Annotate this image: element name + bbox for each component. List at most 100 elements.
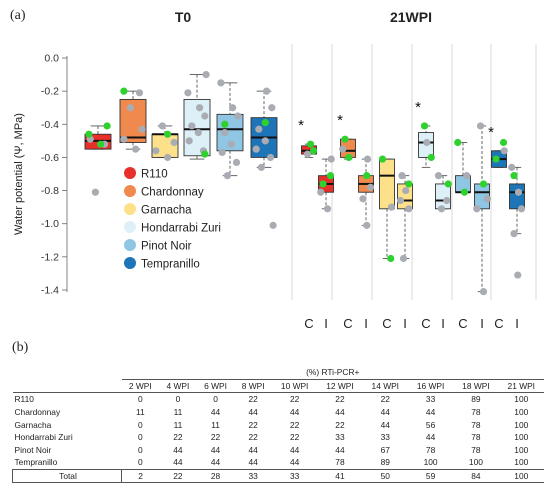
grey-point <box>327 155 335 163</box>
table-cell: 44 <box>335 407 345 418</box>
table-cell: 78 <box>425 444 436 455</box>
table-cell: 89 <box>380 457 390 468</box>
table-cell: 11 <box>173 419 183 430</box>
rtpcr-table-panel: (b) (%) RTi-PCR+ 2 WPI 4 WPI 6 WPI 8 WPI 10 … <box>0 340 550 498</box>
grey-point <box>170 138 178 147</box>
legend-label: Garnacha <box>141 205 192 217</box>
grey-point <box>217 79 225 87</box>
table-cell: 44 <box>289 444 300 455</box>
box-hondarrabi-zuri <box>435 183 451 210</box>
table-cell: 100 <box>514 457 529 468</box>
table-cell: 0 <box>137 419 143 430</box>
table-column-header: 4 WPI <box>159 379 197 394</box>
grey-point <box>405 205 413 213</box>
x-tick-label: C <box>304 316 313 331</box>
grey-point <box>196 104 204 112</box>
table-cell: 44 <box>425 407 436 418</box>
table-cell: 44 <box>380 419 390 430</box>
row-label: Hondarrabi Zuri <box>14 432 73 443</box>
grey-point <box>185 137 193 145</box>
table-cell: 100 <box>514 444 529 455</box>
table-cell: 44 <box>210 407 221 418</box>
green-point <box>120 87 128 95</box>
table-row: Garnacha 0 11 11 22 22 22 44 56 78 100 <box>13 418 545 431</box>
grey-point <box>476 122 485 130</box>
table-cell: 100 <box>423 457 438 468</box>
table-column-header: 14 WPI <box>362 379 408 394</box>
grey-point <box>252 145 260 153</box>
table-row: Tempranillo 0 44 44 44 44 78 89 100 100 100 <box>13 456 545 469</box>
table-cell: 100 <box>514 407 529 418</box>
table-cell: 22 <box>210 432 221 443</box>
table-column-header: 16 WPI <box>407 379 454 394</box>
grey-point <box>387 203 396 211</box>
legend-marker <box>124 185 136 197</box>
green-point <box>460 188 469 196</box>
grey-point <box>463 172 471 180</box>
rtpcr-table: (%) RTi-PCR+ 2 WPI 4 WPI 6 WPI 8 WPI 10 WPI 1… <box>12 366 545 484</box>
grey-point <box>263 87 271 95</box>
table-cell: 50 <box>362 468 408 484</box>
green-point <box>85 130 93 138</box>
table-column-header: 21 WPI <box>498 379 544 394</box>
grey-point <box>194 128 202 137</box>
grey-point <box>317 188 325 196</box>
panel-a-label: (a) <box>10 8 26 23</box>
table-column-header: 6 WPI <box>196 379 235 394</box>
grey-point <box>423 138 431 147</box>
grey-point <box>269 221 277 229</box>
y-tick-label: -0.6 <box>41 152 59 164</box>
table-cell: 78 <box>471 407 481 418</box>
green-point <box>454 138 462 147</box>
table-cell: 84 <box>453 468 499 484</box>
table-column-header: 2 WPI <box>121 379 160 394</box>
green-point <box>492 155 500 163</box>
row-label: Pinot Noir <box>14 444 52 455</box>
table-corner <box>13 366 122 379</box>
legend-label: Tempranillo <box>141 259 200 271</box>
panel-title: 21WPI <box>390 9 432 25</box>
x-tick-label: I <box>324 316 328 331</box>
green-point <box>164 130 172 138</box>
grey-point <box>363 221 371 229</box>
table-column-header: 18 WPI <box>453 379 499 394</box>
x-tick-label: C <box>382 316 391 331</box>
table-cell: 78 <box>335 457 345 468</box>
table-cell: 41 <box>317 468 363 484</box>
grey-point <box>437 205 446 213</box>
grey-point <box>434 172 443 180</box>
y-tick-label: -1.4 <box>41 285 59 297</box>
table-row: Hondarrabi Zuri 0 22 22 22 22 33 33 44 78 100 <box>13 431 545 444</box>
grey-point <box>126 104 134 112</box>
table-row: Pinot Noir 0 44 44 44 44 44 67 78 78 100 <box>13 444 545 457</box>
y-tick-label: -1.2 <box>41 251 59 263</box>
table-total-row: Total 2 22 28 33 33 41 50 59 84 100 <box>12 468 544 484</box>
legend-marker <box>124 203 136 215</box>
x-tick-label: C <box>343 316 352 331</box>
table-cell: 44 <box>173 444 183 455</box>
table-cell: 44 <box>210 444 221 455</box>
grey-point <box>517 205 526 213</box>
table-cell: 22 <box>335 419 345 430</box>
grey-point <box>229 104 237 112</box>
green-point <box>341 135 349 143</box>
table-cell: 0 <box>137 457 143 468</box>
table-cell: 89 <box>471 394 481 405</box>
table-cell: 22 <box>289 432 300 443</box>
table-cell: 44 <box>289 407 300 418</box>
table-cell: 22 <box>248 419 258 430</box>
table-cell: 44 <box>380 407 390 418</box>
table-cell: 56 <box>425 419 436 430</box>
table-header-row: 2 WPI 4 WPI 6 WPI 8 WPI 10 WPI 12 WPI 14 WPI 16… <box>12 379 544 394</box>
table-cell: 0 <box>137 444 143 455</box>
water-potential-figure: (a) 0.0 -0.2 -0.4 -0.6 -0.8 -1.0 -1.2 -1.4 Water… <box>10 8 537 331</box>
green-point <box>378 155 387 163</box>
grey-point <box>227 140 235 148</box>
x-tick-label: I <box>403 316 407 331</box>
table-row: Chardonnay 11 11 44 44 44 44 44 44 78 100 <box>13 406 545 419</box>
x-tick-label: C <box>458 316 467 331</box>
grey-point <box>261 137 269 145</box>
grey-point <box>500 147 508 155</box>
grey-point <box>164 153 172 162</box>
legend-label: Hondarrabi Zuri <box>141 223 221 235</box>
